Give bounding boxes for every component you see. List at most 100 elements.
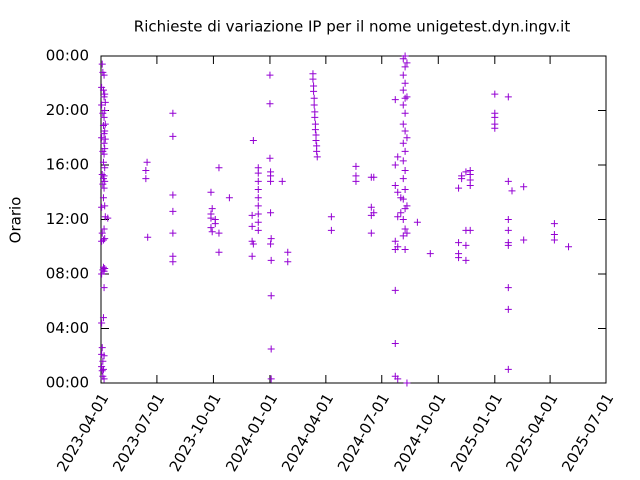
point [399,216,407,223]
point [491,120,499,128]
point [248,252,256,260]
point [399,71,407,79]
point [207,214,215,222]
point [504,241,512,249]
point [401,52,409,60]
point [254,202,262,210]
point [504,177,512,185]
point [142,166,150,174]
point [101,202,109,210]
point [254,194,262,202]
point [266,154,274,162]
point [266,71,274,79]
point [101,120,109,128]
point [101,98,109,106]
y-tick-label: 00:00 [46,47,89,65]
point [254,210,262,218]
x-tick-label: 2024-07-01 [334,390,393,475]
point [99,357,107,365]
point [99,314,107,322]
y-tick-label: 08:00 [46,265,89,283]
point [101,177,109,185]
point [267,256,275,264]
point [327,213,335,221]
point [98,319,106,327]
point [391,161,399,169]
point [169,229,177,237]
point [169,109,177,117]
point [278,177,286,185]
chart-title: Richieste di variazione IP per il nome u… [134,18,571,36]
point [100,150,108,158]
point [504,226,512,234]
point [207,188,215,196]
point [391,181,399,189]
point [462,168,470,176]
point [248,222,256,230]
point [458,172,466,180]
point [254,164,262,172]
point [267,240,275,248]
point [100,71,108,79]
point [352,162,360,170]
point [370,173,378,181]
y-tick-label: 00:00 [46,374,89,392]
point [391,96,399,104]
point [215,248,223,256]
point [101,145,109,153]
point [98,203,106,211]
point [99,236,107,244]
point [397,209,405,217]
point [399,232,407,240]
point [399,157,407,165]
point [98,101,106,109]
point [311,126,319,134]
point [225,194,233,202]
point [491,113,499,121]
point [266,100,274,108]
point [391,237,399,245]
point [169,132,177,140]
point [99,194,107,202]
point [520,183,528,191]
point [267,172,275,180]
point [394,153,402,161]
y-tick-label: 16:00 [46,156,89,174]
point [215,164,223,172]
point [310,101,318,109]
point [394,213,402,221]
x-tick-label: 2025-01-01 [447,390,506,475]
point [211,216,219,223]
point [565,243,573,251]
x-tick-label: 2023-07-01 [109,390,168,475]
point [100,172,108,180]
point [101,164,109,172]
point [215,229,223,237]
point [101,135,109,143]
point [98,134,106,142]
point [98,171,106,179]
point [104,214,112,222]
point [403,229,411,237]
point [249,240,257,248]
point [462,256,470,264]
point [370,209,378,217]
point [101,235,109,243]
point [504,365,512,373]
point [426,250,434,258]
point [466,226,474,234]
point [394,243,402,251]
point [367,229,375,237]
x-tick-label: 2025-04-01 [502,390,561,475]
point [208,205,216,213]
point [391,339,399,347]
point [401,127,409,135]
y-tick-label: 12:00 [46,210,89,228]
point [267,345,275,353]
point [98,229,106,237]
point [254,186,262,194]
x-tick-label: 2024-10-01 [390,390,449,475]
point [248,211,256,219]
point [98,60,106,68]
point [403,202,411,210]
